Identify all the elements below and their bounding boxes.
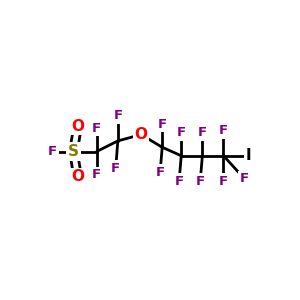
Text: F: F <box>48 145 57 158</box>
Text: O: O <box>135 127 148 142</box>
Text: F: F <box>92 168 101 181</box>
Text: S: S <box>68 144 79 159</box>
Text: F: F <box>111 162 120 175</box>
Text: F: F <box>219 124 228 137</box>
Text: O: O <box>71 169 84 184</box>
Text: I: I <box>246 148 252 163</box>
Text: F: F <box>175 175 184 188</box>
Text: F: F <box>198 126 207 139</box>
Text: F: F <box>155 166 165 179</box>
Text: O: O <box>71 118 84 134</box>
Text: F: F <box>240 172 249 185</box>
Text: F: F <box>158 118 167 130</box>
Text: F: F <box>92 122 101 135</box>
Text: F: F <box>113 109 122 122</box>
Text: F: F <box>219 175 228 188</box>
Text: F: F <box>177 126 186 139</box>
Text: F: F <box>196 175 205 188</box>
